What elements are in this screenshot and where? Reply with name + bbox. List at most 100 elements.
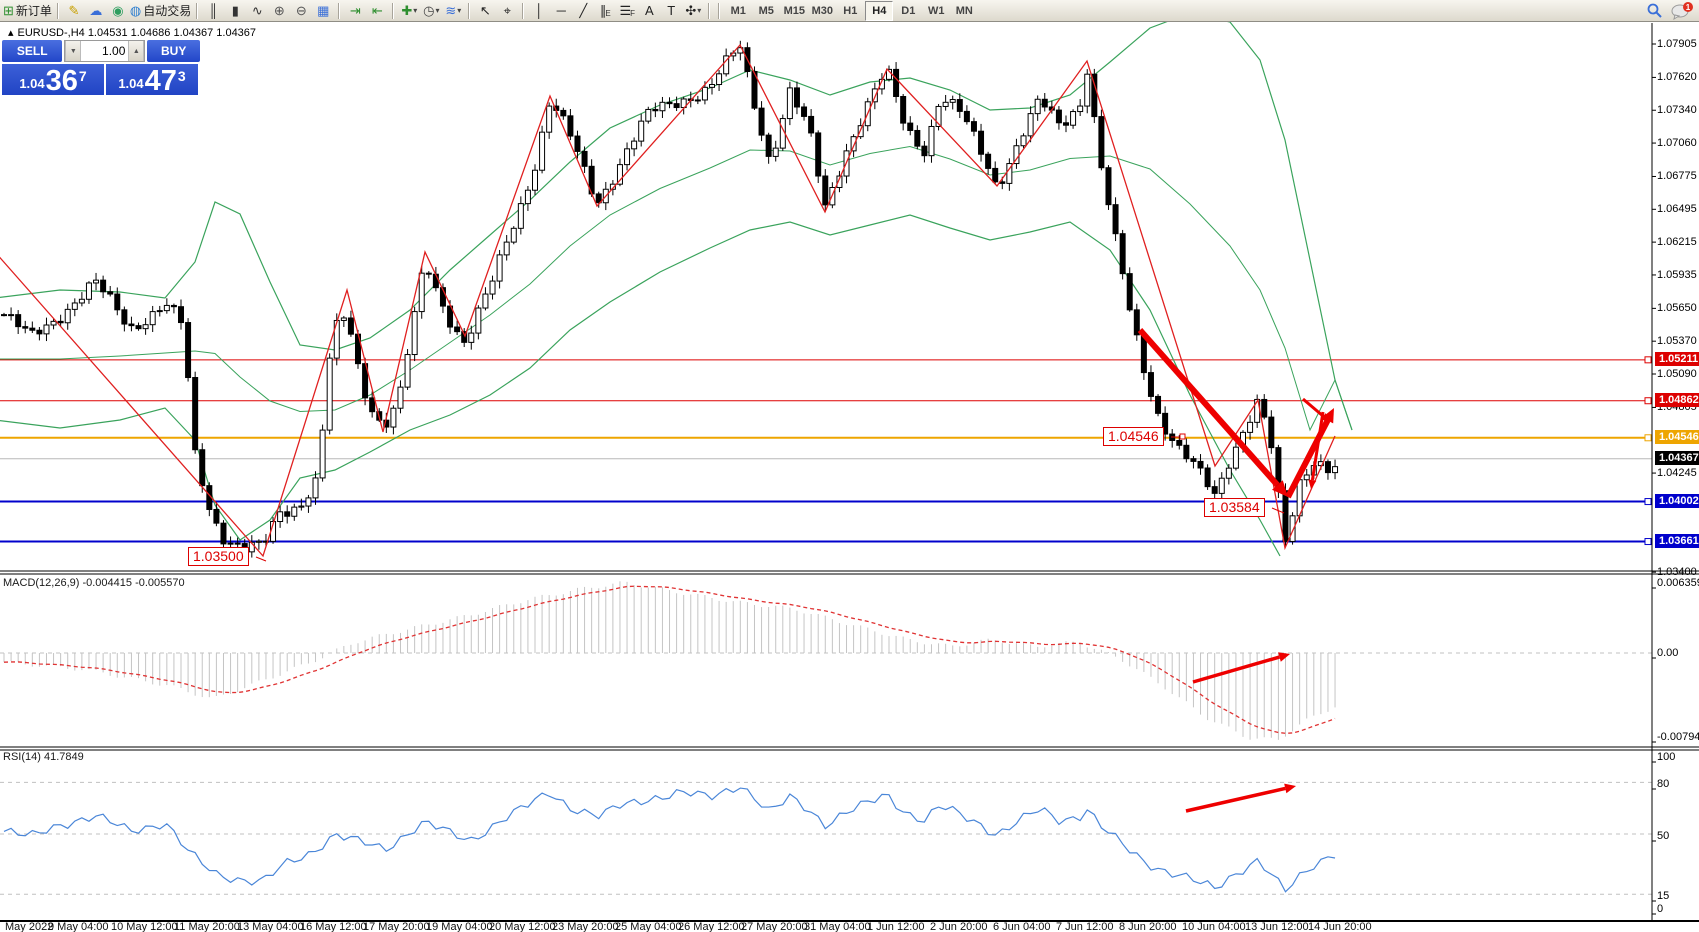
trendline-icon[interactable]: ╱ xyxy=(573,2,593,20)
sell-price-display[interactable]: 1.04 36 7 xyxy=(2,64,104,96)
time-axis-label[interactable]: 26 May 12:00 xyxy=(678,921,745,932)
text-icon[interactable]: A xyxy=(639,2,659,20)
trend-arrow-0 xyxy=(1137,328,1280,488)
notification-bubble-icon[interactable]: 1 xyxy=(1669,1,1695,20)
time-axis-label[interactable]: 16 May 12:00 xyxy=(300,921,367,932)
equidistant-channel-icon[interactable]: ∥ E xyxy=(599,2,611,19)
candle-body xyxy=(822,175,829,206)
arrows-icon[interactable]: ✣ ▾ xyxy=(685,2,702,18)
hline-anchor-square[interactable] xyxy=(1644,434,1652,442)
rsi-arrow xyxy=(1185,786,1286,813)
candle-body xyxy=(1119,233,1126,275)
timeframe-button-m1[interactable]: M1 xyxy=(730,4,746,17)
signals-icon[interactable]: ◉ xyxy=(108,2,128,20)
time-axis-label[interactable]: 9 May 04:00 xyxy=(48,921,109,932)
time-axis-label[interactable]: 10 May 12:00 xyxy=(111,921,178,932)
timeframe-button-mn[interactable]: MN xyxy=(955,4,973,17)
time-axis-label[interactable]: 13 May 04:00 xyxy=(237,921,304,932)
price-annotation-box[interactable]: 1.03584 xyxy=(1204,498,1265,517)
time-axis-label[interactable]: 1 Jun 12:00 xyxy=(867,921,925,932)
candle-body xyxy=(135,325,142,330)
timeframe-button-m5[interactable]: M5 xyxy=(758,4,774,17)
time-axis-label[interactable]: 10 Jun 04:00 xyxy=(1182,921,1246,932)
new-order-icon[interactable]: ⊞ 新订单 xyxy=(3,2,52,19)
zoom-in-icon[interactable]: ⊕ xyxy=(269,2,289,20)
volume-spinner[interactable]: ▼ 1.00 ▲ xyxy=(64,40,146,62)
hline-anchor-square[interactable] xyxy=(1644,498,1652,506)
crosshair-icon[interactable]: ⌖ xyxy=(497,2,517,20)
time-axis-label[interactable]: 31 May 04:00 xyxy=(804,921,871,932)
candle-body xyxy=(978,130,985,155)
candle-body xyxy=(1247,421,1254,433)
candle-body xyxy=(475,307,482,334)
line-chart-icon[interactable]: ∿ xyxy=(247,2,267,20)
candle-chart-icon[interactable]: ▮ xyxy=(225,2,245,20)
macd-signal-line xyxy=(3,585,1336,734)
profile-icon[interactable]: ☁ xyxy=(86,2,106,20)
zoom-out-icon[interactable]: ⊖ xyxy=(291,2,311,20)
main-toolbar: ⊞ 新订单 ✎ ☁ ◉ ◍ 自动交易 ║ ▮ ∿ ⊕ ⊖ ▦ ⇥ ⇤ ✚ ▾ ◷ ▾ ≋ ▾ ↖ ⌖ │ ─ ╱ ∥ E ☰ F A T ✣ ▾ M… xyxy=(0,0,1699,22)
candle-body xyxy=(928,125,935,157)
timeframe-button-d1[interactable]: D1 xyxy=(901,4,916,17)
hline-anchor-square[interactable] xyxy=(1644,397,1652,405)
candle-body xyxy=(1324,461,1331,474)
bar-chart-icon[interactable]: ║ xyxy=(203,2,223,20)
search-icon[interactable] xyxy=(1646,2,1663,19)
time-axis-label[interactable]: 27 May 20:00 xyxy=(741,921,808,932)
price-annotation-box[interactable]: 1.03500 xyxy=(188,547,249,566)
periods-icon[interactable]: ◷ ▾ xyxy=(423,2,440,18)
candle-body xyxy=(1197,460,1204,469)
cursor-icon: ↖ xyxy=(479,2,491,18)
time-axis-label[interactable]: 13 Jun 12:00 xyxy=(1245,921,1309,932)
time-axis-label[interactable]: 7 Jun 12:00 xyxy=(1056,921,1114,932)
candle-body xyxy=(758,107,765,136)
volume-decrease-button[interactable]: ▼ xyxy=(65,41,82,61)
buy-price-display[interactable]: 1.04 47 3 xyxy=(106,64,198,96)
time-axis-label[interactable]: 19 May 04:00 xyxy=(426,921,493,932)
timeframe-button-h1[interactable]: H1 xyxy=(843,4,858,17)
text-label-icon[interactable]: T xyxy=(661,2,681,20)
time-axis-label[interactable]: 2 Jun 20:00 xyxy=(930,921,988,932)
candle-body xyxy=(567,115,574,137)
time-axis-label[interactable]: 11 May 20:00 xyxy=(174,921,240,932)
autotrading-icon[interactable]: ◍ 自动交易 xyxy=(129,2,192,19)
candle-body xyxy=(539,131,546,171)
horizontal-line-icon[interactable]: ─ xyxy=(551,2,571,20)
chart-shift-icon[interactable]: ⇤ xyxy=(367,2,387,20)
timeframe-button-m15[interactable]: M15 xyxy=(783,4,805,17)
time-axis-label[interactable]: 14 Jun 20:00 xyxy=(1308,921,1372,932)
tile-windows-icon[interactable]: ▦ xyxy=(313,2,333,20)
zigzag-line[interactable] xyxy=(0,43,1336,558)
candle-body xyxy=(234,542,241,545)
candle-body xyxy=(461,331,468,343)
volume-increase-button[interactable]: ▲ xyxy=(128,41,145,61)
volume-value[interactable]: 1.00 xyxy=(102,44,126,58)
candle-body xyxy=(666,101,673,105)
styles-icon[interactable]: ✎ xyxy=(64,2,84,20)
buy-button[interactable]: BUY xyxy=(147,40,200,62)
templates-icon[interactable]: ≋ ▾ xyxy=(445,2,462,18)
timeframe-button-m30[interactable]: M30 xyxy=(811,4,833,17)
timeframe-button-w1[interactable]: W1 xyxy=(928,4,945,17)
time-axis-label[interactable]: 23 May 20:00 xyxy=(552,921,619,932)
time-axis-label[interactable]: 17 May 20:00 xyxy=(363,921,430,932)
timeframe-button-h4[interactable]: H4 xyxy=(865,0,894,21)
indicators-icon[interactable]: ✚ ▾ xyxy=(401,2,418,18)
fibonacci-icon[interactable]: ☰ F xyxy=(619,2,636,19)
hline-anchor-square[interactable] xyxy=(1644,356,1652,364)
time-axis-label[interactable]: 6 Jun 04:00 xyxy=(993,921,1051,932)
time-axis-label[interactable]: 20 May 12:00 xyxy=(489,921,556,932)
sell-button[interactable]: SELL xyxy=(2,40,63,62)
hline-anchor-square[interactable] xyxy=(1644,538,1652,546)
price-annotation-box[interactable]: 1.04546 xyxy=(1103,427,1164,446)
candle-body xyxy=(921,145,928,157)
time-axis-label[interactable]: 25 May 04:00 xyxy=(615,921,682,932)
auto-scroll-icon[interactable]: ⇥ xyxy=(345,2,365,20)
candle-body xyxy=(43,324,50,335)
cursor-icon[interactable]: ↖ xyxy=(475,2,495,20)
candle-body xyxy=(765,134,772,157)
vertical-line-icon[interactable]: │ xyxy=(529,2,549,20)
time-axis-label[interactable]: 8 Jun 20:00 xyxy=(1119,921,1177,932)
candle-body xyxy=(255,540,262,543)
